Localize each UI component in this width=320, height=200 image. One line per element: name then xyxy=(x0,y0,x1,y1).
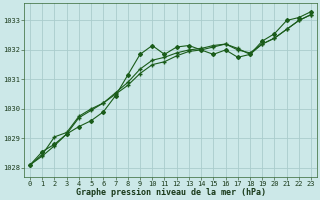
X-axis label: Graphe pression niveau de la mer (hPa): Graphe pression niveau de la mer (hPa) xyxy=(76,188,266,197)
